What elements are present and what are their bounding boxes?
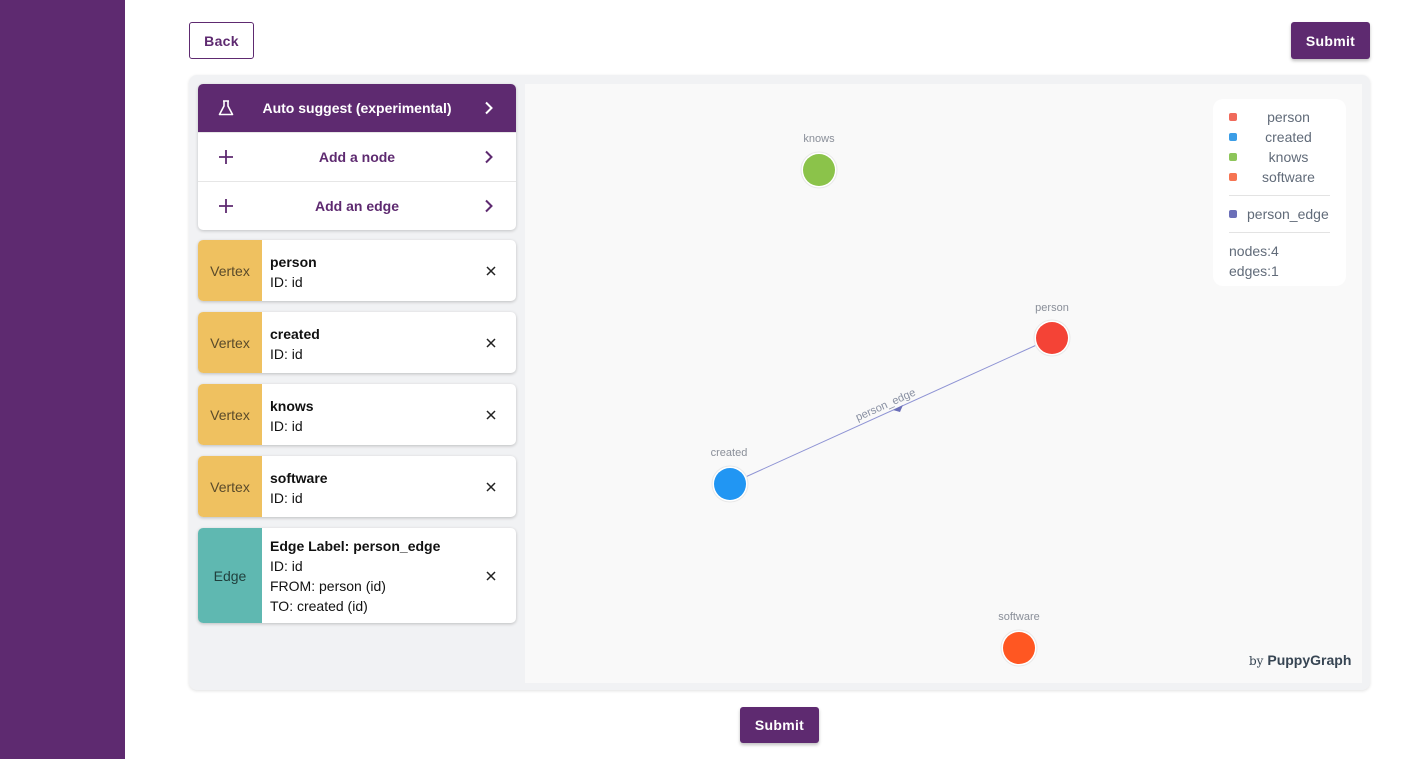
card-detail: ID: id [270,490,303,506]
legend-item-person[interactable]: person [1229,107,1330,127]
close-icon[interactable] [484,264,498,278]
legend-color-swatch [1229,173,1237,181]
edges-count: edges:1 [1229,263,1279,279]
legend-item-knows[interactable]: knows [1229,147,1330,167]
card-type-badge: Vertex [198,456,262,517]
graph-svg: person_edge knows person created softwar… [711,133,1071,667]
nodes-count: nodes:4 [1229,243,1279,259]
graph-node-knows[interactable]: knows [800,133,838,189]
edge-arrow [893,405,903,412]
legend-item-person-edge[interactable]: person_edge [1229,204,1330,224]
vertex-card-knows: Vertex knows ID: id [198,384,516,445]
chevron-right-icon [482,101,496,115]
close-icon[interactable] [484,569,498,583]
flask-icon [216,98,236,118]
plus-icon [216,147,236,167]
chevron-right-icon [482,199,496,213]
graph-edge-label: person_edge [854,387,918,424]
card-type-badge: Vertex [198,240,262,301]
card-title: Edge Label: person_edge [270,538,441,554]
legend-color-swatch [1229,210,1237,218]
auto-suggest-label: Auto suggest (experimental) [262,100,452,116]
card-title: created [270,326,320,342]
back-button[interactable]: Back [189,22,254,59]
card-title: person [270,254,317,270]
card-detail: TO: created (id) [270,598,368,614]
card-detail: ID: id [270,346,303,362]
submit-button-bottom[interactable]: Submit [740,707,819,743]
legend-label: person [1267,109,1310,125]
vertex-card-software: Vertex software ID: id [198,456,516,517]
card-title: knows [270,398,314,414]
add-edge-label: Add an edge [314,198,399,214]
action-menu: Auto suggest (experimental) Add a node A… [198,84,516,230]
legend-label: created [1265,129,1312,145]
graph-node-person[interactable]: person [1033,302,1071,357]
add-node-button[interactable]: Add a node [198,132,516,181]
brand-by: by [1249,654,1264,668]
add-node-label: Add a node [318,149,396,165]
auto-suggest-button[interactable]: Auto suggest (experimental) [198,84,516,132]
legend-color-swatch [1229,153,1237,161]
left-sidebar [0,0,125,759]
graph-legend: person created knows software person_edg… [1213,99,1346,286]
legend-item-software[interactable]: software [1229,167,1330,187]
close-icon[interactable] [484,480,498,494]
legend-color-swatch [1229,113,1237,121]
card-type-badge: Edge [198,528,262,623]
chevron-right-icon [482,150,496,164]
puppygraph-brand: by PuppyGraph [1249,652,1351,668]
legend-label: software [1262,169,1315,185]
graph-edge-person-edge[interactable] [729,337,1053,485]
graph-node-label: knows [803,133,835,145]
add-edge-button[interactable]: Add an edge [198,181,516,230]
legend-divider [1229,195,1330,196]
card-title: software [270,470,328,486]
legend-color-swatch [1229,133,1237,141]
legend-label: person_edge [1247,206,1329,222]
submit-button-top[interactable]: Submit [1291,22,1370,59]
close-icon[interactable] [484,408,498,422]
card-detail: ID: id [270,418,303,434]
graph-node-created[interactable]: created [711,447,749,503]
legend-label: knows [1268,149,1309,165]
vertex-card-created: Vertex created ID: id [198,312,516,373]
close-icon[interactable] [484,336,498,350]
vertex-card-person: Vertex person ID: id [198,240,516,301]
card-detail: FROM: person (id) [270,578,386,594]
card-detail: ID: id [270,274,303,290]
graph-node-label: created [711,447,748,459]
brand-name: PuppyGraph [1267,652,1352,668]
graph-node-label: software [998,611,1040,623]
legend-divider [1229,232,1330,233]
legend-item-created[interactable]: created [1229,127,1330,147]
edge-card-person-edge: Edge Edge Label: person_edge ID: id FROM… [198,528,516,623]
graph-node-label: person [1035,302,1069,314]
card-type-badge: Vertex [198,312,262,373]
graph-node-software[interactable]: software [998,611,1040,667]
plus-icon [216,196,236,216]
card-type-badge: Vertex [198,384,262,445]
card-detail: ID: id [270,558,303,574]
